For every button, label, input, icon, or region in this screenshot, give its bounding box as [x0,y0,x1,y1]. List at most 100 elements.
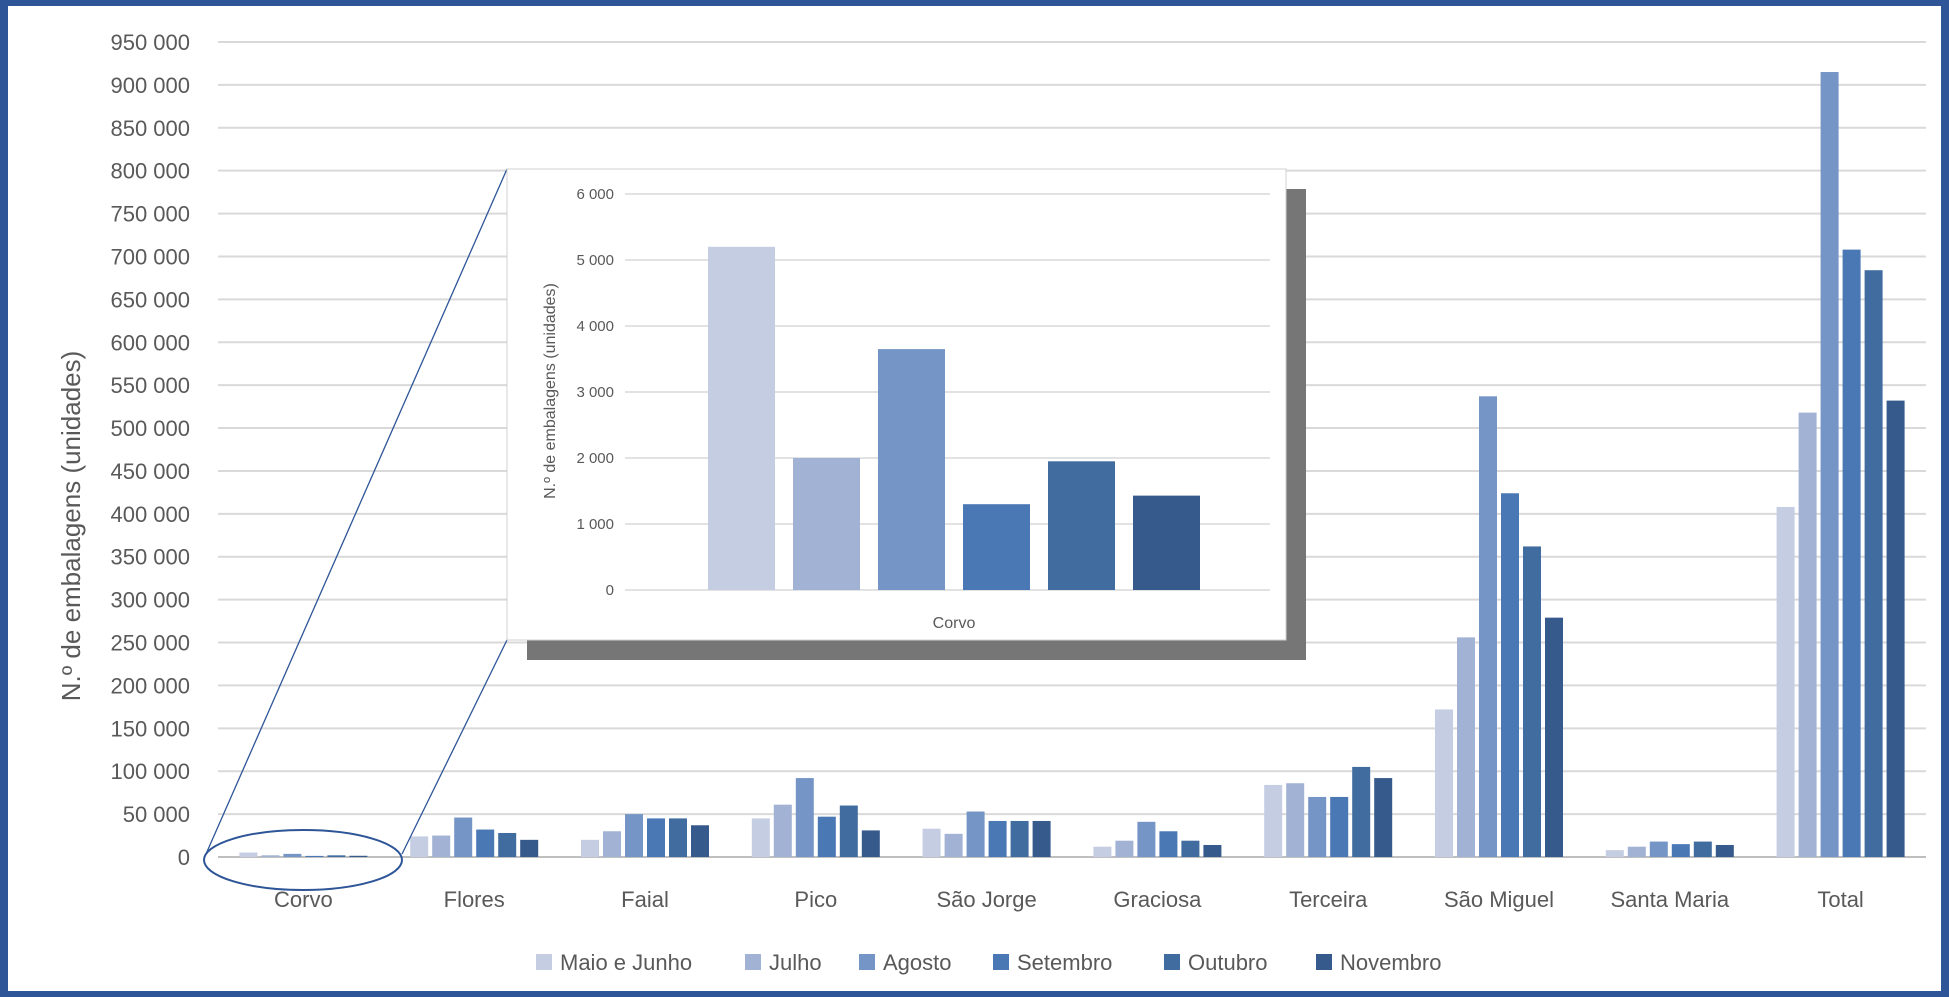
bar [966,811,985,857]
zoom-ellipse [203,829,403,891]
bar [1798,412,1817,857]
bar [581,839,599,857]
main-x-tick-label: Faial [621,887,669,912]
main-y-tick-label: 400 000 [110,502,190,527]
main-y-tick-label: 50 000 [123,802,190,827]
legend-label: Agosto [883,950,952,975]
legend-swatch [859,954,875,970]
inset-y-tick-label: 2 000 [576,450,614,467]
bar-chart: 0 50 000 100 000 150 000 200 000 250 000 300 0… [56,30,1926,975]
bar [1457,637,1475,857]
bar [1159,831,1178,857]
bar [1842,249,1861,857]
main-x-tick-label: Graciosa [1113,887,1202,912]
bar [1093,846,1112,857]
bar [1501,493,1519,857]
bar [327,855,346,857]
bar [988,820,1007,857]
legend-swatch [745,954,761,970]
main-y-tick-label: 250 000 [110,631,190,656]
main-y-tick-label: 950 000 [110,30,190,55]
inset-bar [708,246,775,591]
bar [1115,840,1134,857]
bar [1523,546,1541,857]
bar [647,818,665,857]
bar [498,832,517,857]
bar [1715,844,1734,857]
legend-swatch [1164,954,1180,970]
bar [1286,783,1305,857]
zoom-line [205,168,508,855]
bar [773,804,792,857]
legend-label: Novembro [1340,950,1441,975]
inset-x-tick-labels: Corvo [933,615,976,632]
main-x-tick-label: Corvo [274,887,333,912]
bar [349,855,368,857]
main-x-tick-label: São Miguel [1444,887,1554,912]
legend-label: Outubro [1188,950,1268,975]
zoom-callout [203,168,508,891]
bar [305,855,324,857]
main-y-axis-label: N.º de embalagens (unidades) [56,351,86,702]
inset-y-tick-label: 6 000 [576,186,614,203]
bar [1352,766,1371,857]
inset-y-tick-label: 3 000 [576,384,614,401]
legend-label: Setembro [1017,950,1112,975]
bar [1308,796,1327,857]
main-y-tick-label: 650 000 [110,287,190,312]
main-y-tick-label: 600 000 [110,330,190,355]
bar [1264,784,1283,857]
main-y-tick-label: 750 000 [110,202,190,227]
main-y-tick-label: 150 000 [110,716,190,741]
bar [817,816,836,857]
main-y-tick-label: 700 000 [110,244,190,269]
main-y-tick-label: 850 000 [110,116,190,141]
bar [261,855,280,857]
bar [1181,840,1200,857]
inset-bar [878,349,945,590]
inset-y-tick-label: 0 [606,582,614,599]
zoom-line [401,639,508,855]
inset-y-tick-label: 4 000 [576,318,614,335]
main-y-tick-label: 0 [178,845,190,870]
inset-bar [1048,461,1115,590]
bar [861,830,880,857]
legend: Maio e Junho Julho Agosto Setembro Outubro No… [536,950,1441,975]
bar [476,829,495,857]
bar [454,817,473,857]
bar [751,818,770,857]
bar [410,836,429,857]
inset-bar [793,458,860,590]
main-y-tick-label: 350 000 [110,545,190,570]
bar [1820,72,1839,858]
inset-chart: 0 1 000 2 000 3 000 4 000 5 000 6 000 Corvo N.… [506,168,1306,660]
bar [239,852,258,857]
bar [1886,400,1905,857]
inset-y-tick-labels: 0 1 000 2 000 3 000 4 000 5 000 6 000 [576,186,614,599]
bar [1330,796,1349,857]
main-y-tick-label: 550 000 [110,373,190,398]
bar [1671,844,1690,857]
legend-label: Maio e Junho [560,950,692,975]
bar [1776,506,1795,857]
bar [432,835,451,857]
bar [922,828,941,857]
inset-y-axis-label: N.º de embalagens (unidades) [542,283,559,499]
bar [1010,820,1029,857]
main-x-tick-label: Total [1817,887,1863,912]
main-y-tick-label: 500 000 [110,416,190,441]
main-y-tick-label: 200 000 [110,673,190,698]
inset-y-tick-label: 1 000 [576,516,614,533]
main-x-tick-label: Pico [794,887,837,912]
legend-label: Julho [769,950,822,975]
inset-bars [708,246,1200,591]
bar [1649,841,1668,857]
bar [1479,396,1497,857]
bar [691,825,709,857]
bar [1032,820,1051,857]
bar [839,805,858,857]
bar [1137,821,1156,857]
bar [1435,709,1453,857]
bar [1627,846,1646,857]
main-bars [239,72,1905,858]
